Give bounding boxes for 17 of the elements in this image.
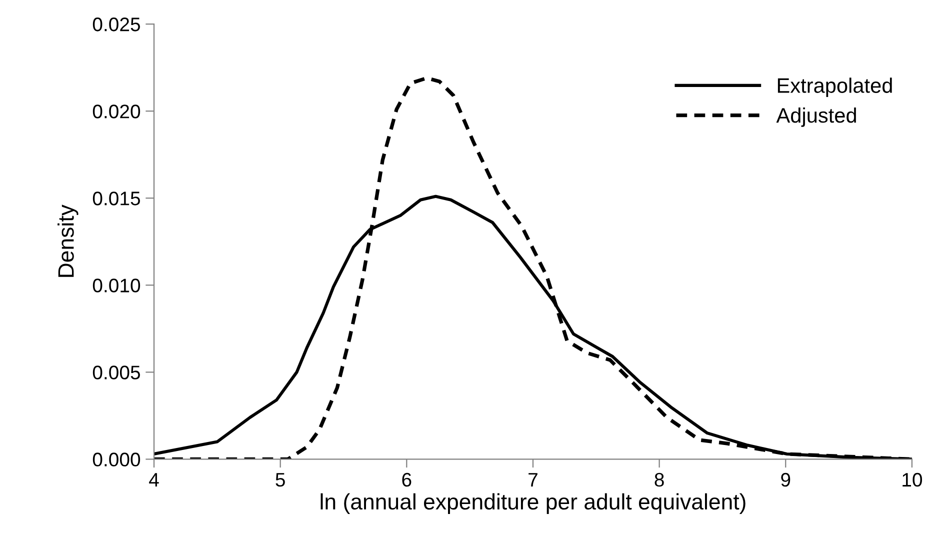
y-tick-label: 0.015 bbox=[92, 192, 140, 206]
legend-label: Extrapolated bbox=[778, 78, 892, 98]
x-tick-label: 10 bbox=[902, 472, 922, 487]
legend-label: Adjusted bbox=[776, 107, 856, 127]
y-axis-title: Density bbox=[58, 204, 78, 277]
x-axis-title: ln (annual expenditure per adult equivalent) bbox=[320, 493, 746, 514]
y-tick-label: 0.020 bbox=[92, 104, 140, 118]
x-tick-label: 8 bbox=[654, 472, 664, 487]
x-tick-label: 7 bbox=[528, 473, 538, 486]
x-tick-label: 9 bbox=[781, 472, 790, 487]
x-tick-label: 6 bbox=[402, 472, 412, 487]
x-tick-label: 5 bbox=[276, 473, 285, 487]
y-tick-label: 0.000 bbox=[92, 452, 140, 466]
y-tick-label: 0.010 bbox=[92, 278, 140, 292]
x-tick-label: 4 bbox=[149, 473, 159, 486]
y-tick-label: 0.025 bbox=[92, 18, 140, 32]
y-tick-label: 0.005 bbox=[92, 366, 140, 380]
